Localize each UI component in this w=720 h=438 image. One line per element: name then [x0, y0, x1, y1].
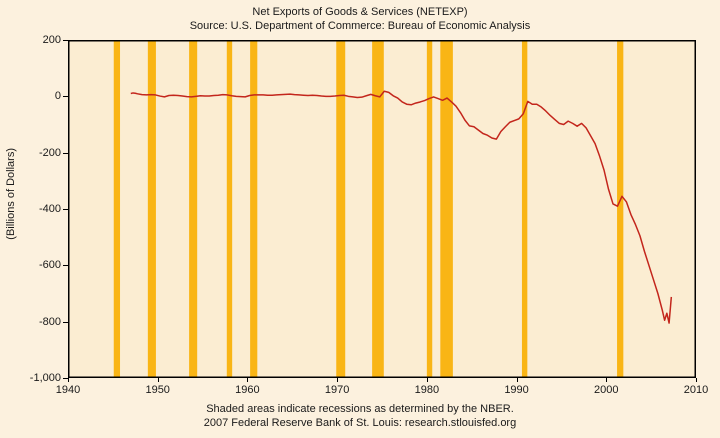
y-tick-mark: [63, 209, 68, 210]
x-tick-label: 1970: [324, 384, 350, 396]
y-tick-label: -400: [38, 203, 61, 215]
y-tick-label: -1,000: [29, 372, 61, 384]
y-tick-mark: [63, 321, 68, 323]
y-tick-label: -200: [38, 146, 61, 159]
x-tick-label: 1990: [504, 384, 529, 396]
recession-band: [440, 40, 453, 378]
recession-band: [147, 40, 156, 378]
recession-band: [521, 40, 528, 378]
y-tick-mark: [63, 96, 68, 98]
recession-band: [250, 40, 258, 378]
y-tick-mark: [63, 378, 68, 379]
plot-area: [68, 40, 696, 378]
recession-band: [336, 40, 346, 378]
x-tick-mark: [696, 378, 697, 382]
y-tick-label: -600: [38, 259, 61, 272]
x-tick-mark: [68, 378, 69, 382]
y-tick-mark: [63, 152, 68, 154]
chart-footer-block: Shaded areas indicate recessions as dete…: [0, 402, 720, 430]
x-tick-label: 2010: [683, 384, 709, 396]
chart-title-block: Net Exports of Goods & Services (NETEXP)…: [0, 5, 720, 33]
x-tick-mark: [606, 378, 608, 382]
y-tick-label: 200: [42, 34, 61, 46]
recession-band: [226, 40, 233, 378]
y-tick-mark: [63, 40, 68, 41]
y-tick-mark: [63, 265, 68, 267]
footer-source-note: 2007 Federal Reserve Bank of St. Louis: …: [203, 417, 517, 429]
y-axis-label: (Billions of Dollars): [5, 148, 17, 240]
x-tick-mark: [247, 378, 249, 382]
recession-band: [189, 40, 198, 378]
y-tick-label: 0: [54, 90, 61, 103]
chart-svg: [68, 40, 696, 378]
x-tick-mark: [157, 378, 159, 382]
recession-band: [372, 40, 384, 378]
y-tick-label: -800: [38, 315, 61, 328]
x-tick-label: 1960: [235, 384, 260, 396]
recession-band: [426, 40, 433, 378]
x-tick-mark: [516, 378, 518, 382]
recession-band: [617, 40, 624, 378]
x-tick-label: 1940: [55, 384, 81, 396]
recession-band: [113, 40, 121, 378]
x-tick-mark: [337, 378, 339, 382]
x-tick-label: 2000: [594, 384, 619, 396]
chart-title: Net Exports of Goods & Services (NETEXP): [252, 6, 468, 18]
chart-subtitle: Source: U.S. Department of Commerce: Bur…: [189, 20, 531, 32]
x-tick-label: 1980: [414, 384, 440, 396]
x-tick-label: 1950: [145, 384, 170, 396]
x-tick-mark: [426, 378, 428, 382]
plot-border: [68, 40, 696, 378]
data-line-netexp: [130, 90, 673, 324]
footer-nber-note: Shaded areas indicate recessions as dete…: [206, 403, 514, 415]
